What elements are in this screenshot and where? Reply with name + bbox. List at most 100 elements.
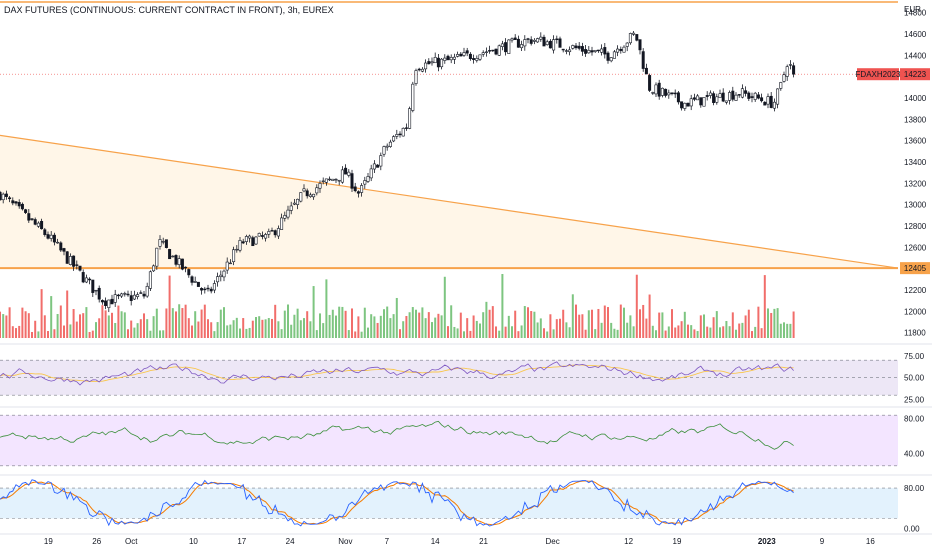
level-badge-text: 12405 xyxy=(904,264,927,273)
candle xyxy=(36,222,40,227)
volume-bar xyxy=(779,323,782,338)
volume-bar xyxy=(120,311,123,338)
time-tick-label: 10 xyxy=(189,537,198,546)
volume-bar xyxy=(725,321,728,338)
volume-bar xyxy=(255,317,257,338)
volume-bar xyxy=(773,308,776,338)
volume-bar xyxy=(322,323,325,338)
candle xyxy=(516,38,520,48)
price-tick-label: 13400 xyxy=(904,158,927,167)
volume-bar xyxy=(242,318,245,338)
candle xyxy=(552,39,556,51)
candle xyxy=(356,191,360,194)
candle xyxy=(180,258,184,270)
candle xyxy=(30,218,34,220)
candle xyxy=(331,178,335,181)
volume-bar xyxy=(440,315,443,338)
volume-bar xyxy=(559,318,561,338)
volume-bar xyxy=(146,319,149,338)
volume-bar xyxy=(5,315,8,338)
candle xyxy=(286,209,290,218)
volume-bar xyxy=(363,307,366,338)
volume-bar xyxy=(463,331,465,338)
candle xyxy=(33,219,37,225)
volume-bar xyxy=(543,328,545,338)
volume-bar xyxy=(280,329,283,338)
candle xyxy=(116,294,120,297)
candle xyxy=(248,235,252,239)
candle xyxy=(558,38,562,48)
candle xyxy=(161,241,165,243)
candle xyxy=(734,94,738,101)
osc-line xyxy=(0,420,794,450)
candle xyxy=(0,191,2,201)
candle xyxy=(465,50,469,54)
volume-bar xyxy=(130,320,133,338)
volume-bar xyxy=(639,309,641,338)
volume-bar xyxy=(437,313,440,338)
volume-bar xyxy=(149,330,152,338)
candle xyxy=(430,61,434,64)
volume-bar xyxy=(123,312,126,338)
volume-bar xyxy=(82,313,85,338)
volume-bar xyxy=(431,322,433,338)
volume-bar xyxy=(568,327,571,338)
candle xyxy=(769,95,773,108)
candle xyxy=(123,293,127,295)
volume-bar xyxy=(239,328,241,338)
volume-bar xyxy=(85,307,88,338)
candle xyxy=(24,209,28,213)
volume-bar xyxy=(178,304,181,338)
volume-bar xyxy=(552,329,555,338)
candle xyxy=(616,48,620,53)
price-tick-label: 13600 xyxy=(904,137,927,146)
candle xyxy=(267,231,271,235)
time-tick-label: 19 xyxy=(673,537,682,546)
candle xyxy=(203,288,207,291)
volume-bar xyxy=(527,307,529,338)
volume-bar xyxy=(136,323,139,338)
candle xyxy=(478,54,482,60)
candle xyxy=(91,279,95,293)
volume-bar xyxy=(635,274,638,338)
candle xyxy=(4,193,8,197)
volume-bar xyxy=(763,275,766,338)
volume-bar xyxy=(312,286,315,338)
candle xyxy=(568,49,572,53)
rsi-line xyxy=(0,361,794,386)
volume-bar xyxy=(424,318,427,338)
volume-bar xyxy=(229,324,232,338)
candle xyxy=(472,58,476,60)
symbol-badge xyxy=(857,68,899,81)
candle xyxy=(238,240,242,251)
candle xyxy=(414,70,418,84)
time-tick-label: 21 xyxy=(479,537,488,546)
candle xyxy=(164,239,168,248)
volume-bar xyxy=(683,311,686,338)
candle xyxy=(712,93,716,103)
volume-bar xyxy=(114,323,117,338)
volume-bar xyxy=(338,306,341,338)
descending-trendline xyxy=(0,134,899,269)
candle xyxy=(536,38,540,43)
candle xyxy=(705,95,709,97)
candle xyxy=(628,33,632,44)
rsi-tick-label: 75.00 xyxy=(904,352,925,361)
candle xyxy=(731,90,735,100)
volume-bar xyxy=(328,314,331,338)
volume-bar xyxy=(533,311,536,338)
time-tick-label: 17 xyxy=(237,537,246,546)
candle xyxy=(184,266,188,269)
volume-bar xyxy=(11,326,14,338)
volume-bar xyxy=(584,329,587,338)
volume-bar xyxy=(107,315,110,338)
candle xyxy=(728,92,732,101)
price-tick-label: 13800 xyxy=(904,115,927,124)
osc-tick-label: 80.00 xyxy=(904,415,925,424)
rsi-signal-line xyxy=(0,364,794,382)
volume-bar xyxy=(223,307,225,338)
candle xyxy=(580,46,584,52)
candle xyxy=(564,50,568,52)
